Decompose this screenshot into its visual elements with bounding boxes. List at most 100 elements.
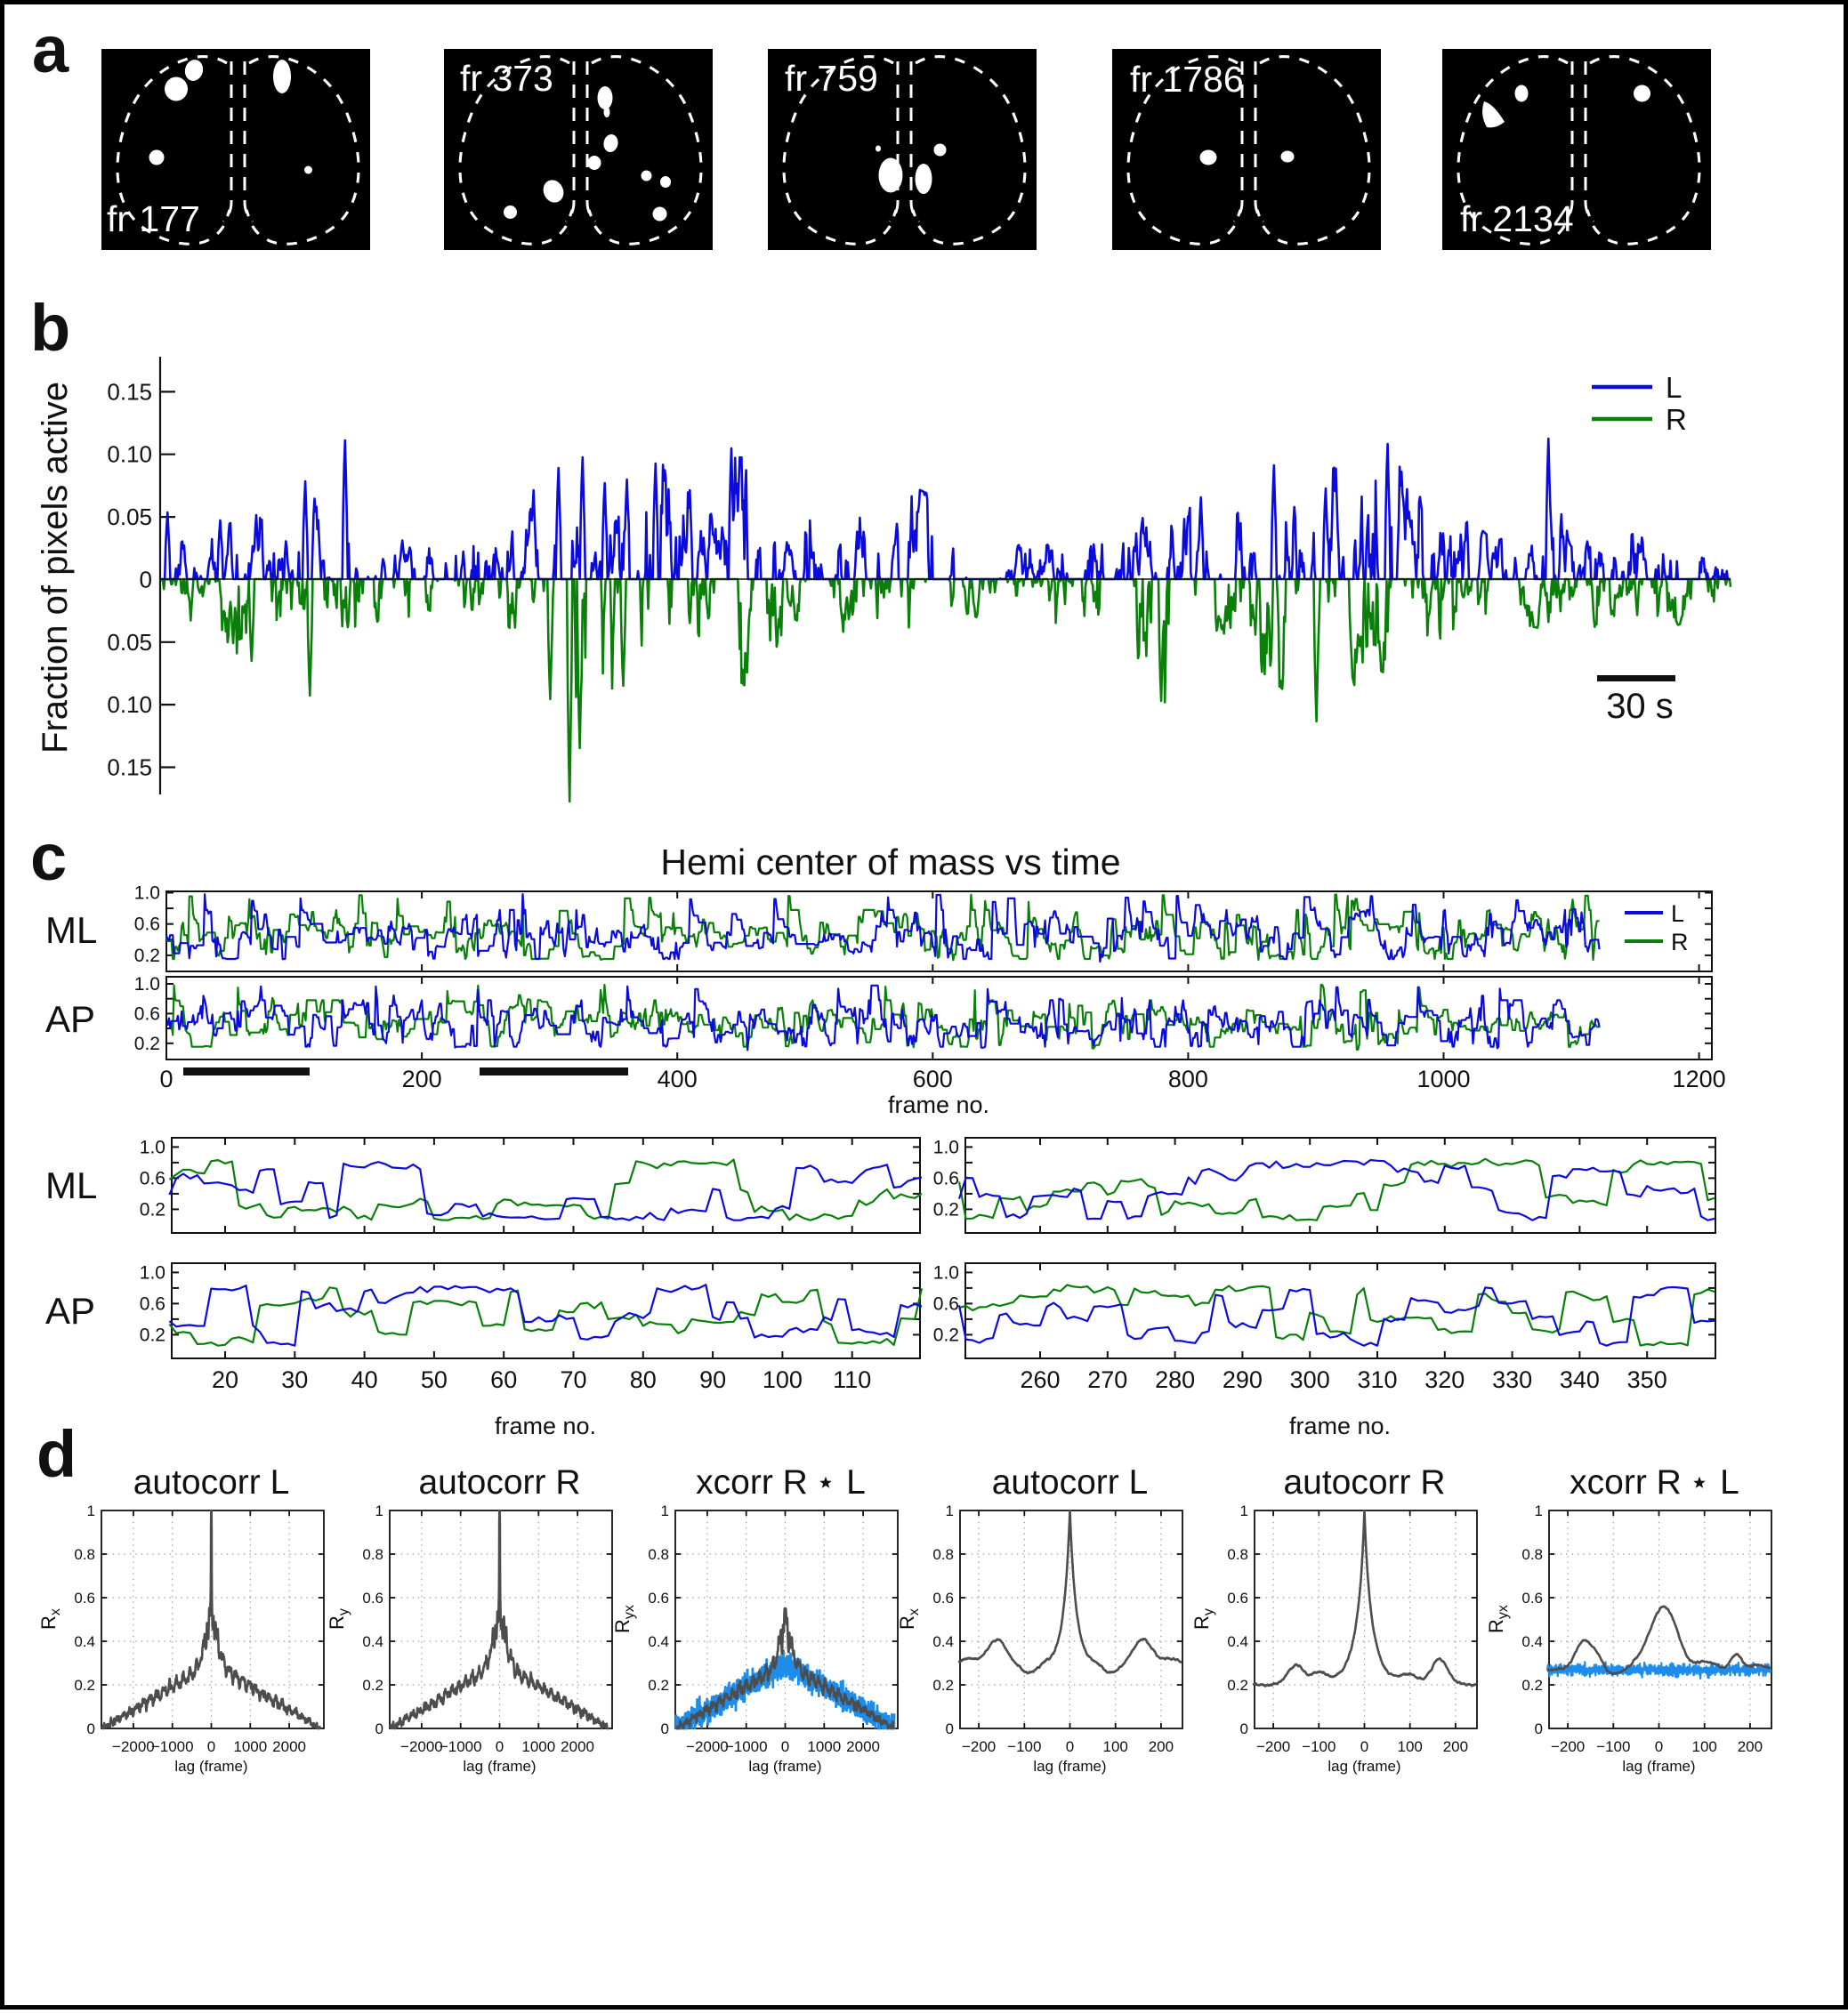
svg-text:0.6: 0.6 [140, 1293, 165, 1314]
svg-text:270: 270 [1087, 1366, 1127, 1393]
svg-text:200: 200 [1443, 1738, 1468, 1755]
svg-text:−1000: −1000 [725, 1738, 768, 1755]
svg-text:200: 200 [1149, 1738, 1174, 1755]
svg-text:0.2: 0.2 [140, 1199, 165, 1220]
svg-text:110: 110 [833, 1366, 871, 1393]
svg-text:70: 70 [560, 1366, 586, 1393]
svg-text:frame no.: frame no. [495, 1413, 596, 1439]
svg-text:0.6: 0.6 [932, 1590, 954, 1607]
svg-text:0: 0 [159, 1066, 173, 1092]
svg-text:1000: 1000 [1416, 1066, 1470, 1092]
svg-text:1000: 1000 [521, 1738, 555, 1755]
svg-text:0.8: 0.8 [1227, 1546, 1248, 1563]
svg-text:100: 100 [1103, 1738, 1128, 1755]
svg-text:0.4: 0.4 [1227, 1633, 1248, 1650]
svg-text:80: 80 [630, 1366, 657, 1393]
svg-text:fr 177: fr 177 [107, 198, 200, 239]
svg-text:0.6: 0.6 [134, 914, 160, 935]
svg-text:fr 373: fr 373 [460, 58, 553, 99]
svg-text:20: 20 [212, 1366, 238, 1393]
svg-text:−200: −200 [1551, 1738, 1585, 1755]
svg-text:300: 300 [1290, 1366, 1330, 1393]
svg-text:1: 1 [87, 1502, 95, 1519]
svg-text:0.2: 0.2 [134, 946, 160, 966]
svg-text:Fraction of pixels active: Fraction of pixels active [36, 382, 75, 753]
svg-text:0.4: 0.4 [648, 1633, 669, 1650]
svg-text:0.8: 0.8 [932, 1546, 954, 1563]
svg-text:320: 320 [1424, 1366, 1465, 1393]
svg-text:0: 0 [1655, 1738, 1663, 1755]
svg-text:autocorr L: autocorr L [992, 1463, 1149, 1502]
svg-text:0.10: 0.10 [107, 441, 152, 468]
svg-text:2000: 2000 [561, 1738, 594, 1755]
svg-text:0.15: 0.15 [107, 378, 152, 405]
svg-text:−2000: −2000 [686, 1738, 729, 1755]
svg-text:1: 1 [375, 1502, 383, 1519]
svg-text:ML: ML [45, 1164, 97, 1206]
svg-text:xcorr R: xcorr R [1570, 1463, 1682, 1502]
svg-text:800: 800 [1168, 1066, 1208, 1092]
svg-text:R: R [1671, 929, 1689, 955]
svg-text:330: 330 [1492, 1366, 1532, 1393]
svg-text:xcorr R: xcorr R [696, 1463, 808, 1502]
svg-text:1.0: 1.0 [140, 1137, 165, 1157]
svg-text:0.4: 0.4 [74, 1633, 95, 1650]
svg-text:60: 60 [490, 1366, 517, 1393]
svg-text:0: 0 [375, 1720, 383, 1737]
svg-text:0: 0 [1535, 1720, 1543, 1737]
svg-text:0: 0 [661, 1720, 669, 1737]
svg-text:200: 200 [402, 1066, 442, 1092]
svg-text:50: 50 [421, 1366, 448, 1393]
svg-text:lag (frame): lag (frame) [1622, 1758, 1695, 1775]
svg-text:0: 0 [1240, 1720, 1248, 1737]
svg-text:0.4: 0.4 [932, 1633, 954, 1650]
svg-text:fr 1786: fr 1786 [1130, 59, 1244, 100]
svg-text:0.6: 0.6 [74, 1590, 95, 1607]
svg-text:1200: 1200 [1673, 1066, 1726, 1092]
svg-text:0: 0 [87, 1720, 95, 1737]
svg-text:0.6: 0.6 [933, 1168, 959, 1188]
svg-text:Hemi center of mass vs time: Hemi center of mass vs time [660, 842, 1120, 882]
svg-text:0.6: 0.6 [134, 1003, 160, 1024]
svg-text:lag (frame): lag (frame) [463, 1758, 536, 1775]
svg-text:260: 260 [1020, 1366, 1060, 1393]
svg-text:0.2: 0.2 [362, 1677, 383, 1694]
svg-text:30 s: 30 s [1606, 687, 1674, 726]
svg-text:0.2: 0.2 [648, 1677, 669, 1694]
svg-text:40: 40 [351, 1366, 378, 1393]
svg-text:AP: AP [45, 998, 95, 1040]
svg-text:0: 0 [496, 1738, 504, 1755]
svg-text:0.2: 0.2 [74, 1677, 95, 1694]
svg-text:0.2: 0.2 [134, 1034, 160, 1054]
svg-text:−2000: −2000 [112, 1738, 155, 1755]
svg-text:fr 2134: fr 2134 [1460, 198, 1574, 239]
svg-text:−2000: −2000 [400, 1738, 443, 1755]
svg-text:0.15: 0.15 [107, 754, 152, 781]
svg-text:0.8: 0.8 [74, 1546, 95, 1563]
svg-text:−100: −100 [1596, 1738, 1630, 1755]
svg-text:−100: −100 [1007, 1738, 1041, 1755]
svg-text:0: 0 [946, 1720, 954, 1737]
svg-text:0: 0 [207, 1738, 215, 1755]
svg-text:1: 1 [946, 1502, 954, 1519]
svg-text:L: L [1666, 371, 1682, 404]
svg-text:1: 1 [1535, 1502, 1543, 1519]
svg-text:280: 280 [1155, 1366, 1195, 1393]
svg-text:1: 1 [661, 1502, 669, 1519]
svg-text:1.0: 1.0 [933, 1262, 959, 1283]
svg-text:R: R [1666, 403, 1687, 436]
svg-text:c: c [30, 820, 67, 894]
svg-text:0.8: 0.8 [648, 1546, 669, 1563]
svg-text:autocorr L: autocorr L [133, 1463, 290, 1502]
svg-text:1.0: 1.0 [140, 1262, 165, 1283]
svg-text:lag (frame): lag (frame) [1327, 1758, 1400, 1775]
svg-text:0.8: 0.8 [1521, 1546, 1543, 1563]
svg-text:100: 100 [1398, 1738, 1423, 1755]
svg-text:290: 290 [1223, 1366, 1263, 1393]
svg-text:autocorr R: autocorr R [418, 1463, 580, 1502]
svg-text:1.0: 1.0 [933, 1137, 959, 1157]
svg-text:100: 100 [763, 1366, 803, 1393]
svg-text:0.05: 0.05 [107, 629, 152, 656]
svg-text:−100: −100 [1302, 1738, 1336, 1755]
svg-text:lag (frame): lag (frame) [174, 1758, 247, 1775]
